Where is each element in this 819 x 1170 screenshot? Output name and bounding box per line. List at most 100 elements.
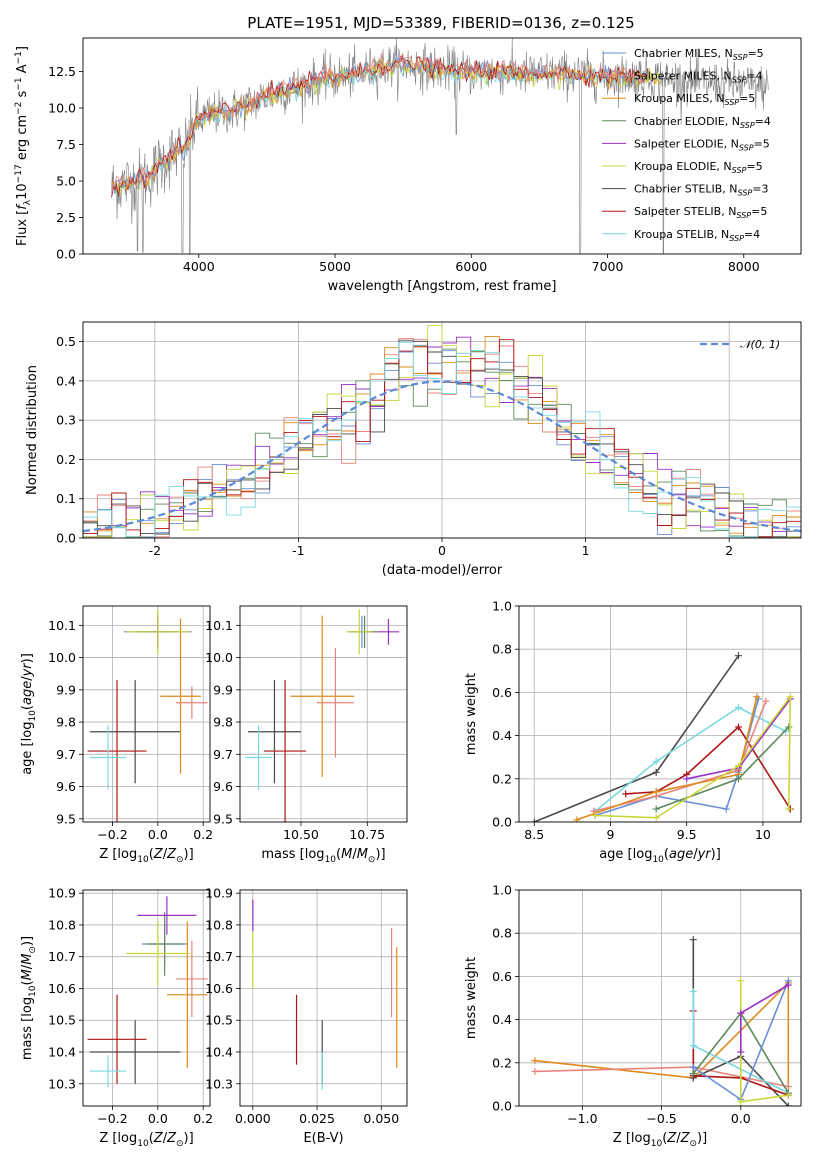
- plot-area: [111, 38, 769, 254]
- x-tick-label: 7000: [592, 259, 624, 274]
- plot-area: [83, 890, 210, 1106]
- y-tick-label: 7.5: [56, 137, 76, 152]
- y-tick-label: 9.7: [213, 747, 233, 762]
- y-tick-label: 9.6: [213, 779, 233, 794]
- y-tick-label: 10.4: [205, 1045, 233, 1060]
- data-marker: [530, 818, 538, 822]
- y-axis-label: mass weight: [464, 673, 479, 755]
- data-marker: [689, 1063, 697, 1071]
- axes-frame: [518, 605, 802, 823]
- legend-entry: Kroupa ELODIE, NSSP=5: [634, 160, 763, 175]
- data-marker: [735, 775, 743, 783]
- data-marker: [652, 805, 660, 813]
- figure-title: PLATE=1951, MJD=53389, FIBERID=0136, z=0…: [247, 14, 634, 32]
- data-marker: [652, 758, 660, 766]
- y-tick-label: 10.1: [205, 618, 233, 633]
- mass-weight-series: [576, 696, 758, 821]
- y-tick-label: 0.0: [56, 247, 76, 262]
- x-tick-label: 8.5: [524, 827, 544, 842]
- y-tick-label: 0.4: [492, 728, 512, 743]
- y-tick-label: 10.0: [205, 650, 233, 665]
- x-tick-label: 5000: [319, 259, 351, 274]
- data-marker: [573, 816, 581, 822]
- x-axis-label: Z [log10(Z/Z⊙)]: [99, 847, 193, 865]
- x-tick-label: 8000: [728, 259, 760, 274]
- y-tick-label: 5.0: [56, 174, 76, 189]
- x-tick-label: 10.75: [349, 827, 385, 842]
- data-marker: [622, 790, 630, 798]
- x-tick-label: 9.5: [677, 827, 697, 842]
- data-marker: [784, 1083, 792, 1091]
- y-axis-label: Normed distribution: [25, 365, 40, 495]
- y-tick-label: 9.5: [213, 811, 233, 826]
- y-tick-label: 10.1: [48, 618, 76, 633]
- data-marker: [785, 723, 793, 731]
- y-axis-label: Flux [fλ10−17 erg cm−2 s−1 A−1]: [14, 46, 33, 246]
- axes-frame: [239, 889, 408, 1107]
- x-tick-label: 10.50: [283, 827, 319, 842]
- y-tick-label: 0.5: [56, 334, 76, 349]
- legend-entry: Salpeter ELODIE, NSSP=5: [634, 137, 770, 152]
- mass-weight-series: [533, 655, 740, 822]
- x-tick-label: 0.0: [148, 1111, 168, 1126]
- normal-curve: [83, 380, 801, 533]
- x-axis-label: E(B-V): [303, 1131, 343, 1146]
- x-tick-label: 0.050: [363, 1111, 399, 1126]
- x-tick-label: 0.0: [731, 1111, 751, 1126]
- panel-residuals: -2 -1 0 1 2 0.0 0.1 0.2 0.3 0.4 0.5 (data-model)/er…: [25, 321, 802, 578]
- y-tick-label: 10.6: [205, 981, 233, 996]
- x-axis-label: wavelength [Angstrom, rest frame]: [328, 279, 557, 294]
- x-axis-label: age [log10(age/yr)]: [599, 847, 721, 865]
- data-marker: [722, 805, 730, 813]
- data-marker: [652, 814, 660, 822]
- x-tick-label: 0.025: [299, 1111, 335, 1126]
- data-marker: [591, 812, 599, 820]
- x-axis-label: Z [log10(Z/Z⊙)]: [613, 1131, 707, 1149]
- y-tick-label: 9.6: [56, 779, 76, 794]
- panel-mass_weight_vs_age: 8.5 9 9.5 10 0.0 0.2 0.4 0.6 0.8 1.0 age [log10(ag…: [464, 599, 802, 865]
- x-tick-label: −1.0: [567, 1111, 597, 1126]
- x-axis-label: mass [log10(M/M⊙)]: [261, 847, 385, 865]
- y-tick-label: 9.9: [213, 682, 233, 697]
- x-tick-label: 0.0: [148, 827, 168, 842]
- x-tick-label: 0.2: [193, 827, 213, 842]
- y-tick-label: 10.5: [48, 1013, 76, 1028]
- x-tick-label: 9: [606, 827, 614, 842]
- x-tick-label: −0.2: [97, 1111, 127, 1126]
- y-tick-label: 1.0: [492, 883, 512, 898]
- plot-area: [83, 606, 210, 822]
- y-tick-label: 1.0: [492, 599, 512, 614]
- x-axis-label: Z [log10(Z/Z⊙)]: [99, 1131, 193, 1149]
- x-tick-label: −0.5: [646, 1111, 676, 1126]
- panel-age_vs_Z: −0.2 0.0 0.2 9.5 9.6 9.7 9.8 9.9 10.0 10.1 Z [log1…: [20, 605, 213, 865]
- x-tick-label: 0: [438, 543, 446, 558]
- y-axis-label: mass weight: [464, 957, 479, 1039]
- y-tick-label: 9.5: [56, 811, 76, 826]
- legend-entry: 𝒩(0, 1): [740, 338, 780, 351]
- data-marker: [737, 1048, 745, 1056]
- panel-spectrum: 4000 5000 6000 7000 8000 0.0 2.5 5.0 7.5 10.0 12.5…: [14, 37, 802, 294]
- x-tick-label: 10: [755, 827, 771, 842]
- y-tick-label: 2.5: [56, 210, 76, 225]
- x-tick-label: 6000: [455, 259, 487, 274]
- mass-weight-series: [594, 706, 787, 812]
- y-tick-label: 0.0: [56, 531, 76, 546]
- data-marker: [786, 693, 794, 701]
- y-tick-label: 9.7: [56, 747, 76, 762]
- panel-age_vs_mass: 10.50 10.75 9.5 9.6 9.7 9.8 9.9 10.0 10.1 mass [l…: [205, 605, 408, 865]
- y-tick-label: 9.8: [213, 715, 233, 730]
- y-axis-label: age [log10(age/yr)]: [20, 653, 38, 775]
- y-tick-label: 10.4: [48, 1045, 76, 1060]
- y-tick-label: 0.4: [492, 1012, 512, 1027]
- legend-entry: Kroupa MILES, NSSP=5: [634, 92, 755, 107]
- data-marker: [737, 1009, 745, 1017]
- x-tick-label: 4000: [183, 259, 215, 274]
- axes-frame: [239, 605, 408, 823]
- data-marker: [652, 768, 660, 776]
- data-marker: [735, 723, 743, 731]
- y-tick-label: 10.9: [205, 886, 233, 901]
- data-marker: [531, 1057, 539, 1065]
- plot-area: [519, 606, 801, 822]
- x-tick-label: 0.000: [235, 1111, 271, 1126]
